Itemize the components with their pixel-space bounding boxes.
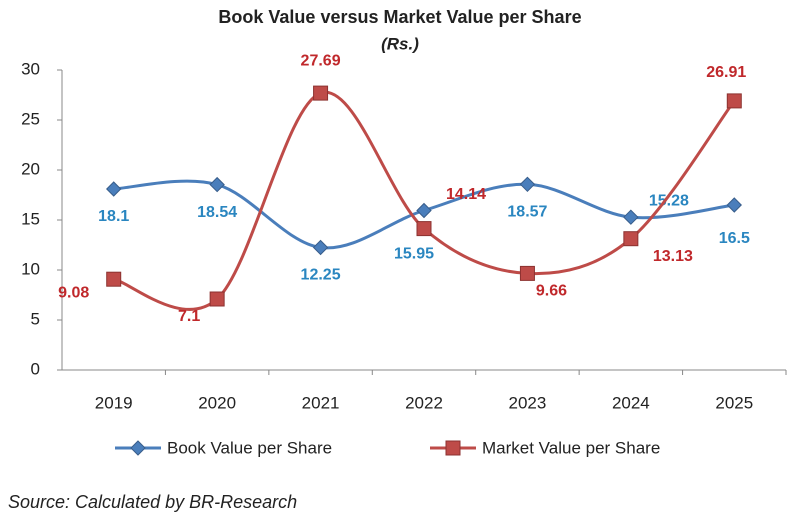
data-label: 14.14 bbox=[446, 186, 486, 203]
marker bbox=[313, 85, 329, 101]
data-label: 15.95 bbox=[394, 246, 434, 263]
x-tick-label: 2025 bbox=[715, 393, 753, 412]
chart-title: Book Value versus Market Value per Share bbox=[218, 7, 581, 27]
chart-subtitle: (Rs.) bbox=[381, 34, 419, 53]
y-tick-label: 0 bbox=[31, 359, 40, 378]
y-tick-label: 15 bbox=[21, 209, 40, 228]
data-label: 18.54 bbox=[197, 204, 237, 221]
marker bbox=[726, 93, 742, 109]
marker bbox=[519, 265, 535, 281]
x-tick-label: 2023 bbox=[509, 393, 547, 412]
marker bbox=[726, 197, 742, 213]
series-line bbox=[113, 90, 736, 311]
marker bbox=[445, 440, 461, 456]
marker bbox=[623, 231, 639, 247]
source-note: Source: Calculated by BR-Research bbox=[8, 492, 297, 512]
data-label: 9.66 bbox=[536, 283, 567, 300]
data-label: 15.28 bbox=[649, 192, 689, 209]
x-tick-label: 2022 bbox=[405, 393, 443, 412]
data-label: 18.57 bbox=[507, 204, 547, 221]
data-label: 18.1 bbox=[98, 208, 129, 225]
legend-label: Book Value per Share bbox=[167, 438, 332, 457]
marker bbox=[209, 291, 225, 307]
y-tick-label: 25 bbox=[21, 109, 40, 128]
data-label: 16.5 bbox=[719, 230, 750, 247]
marker bbox=[106, 271, 122, 287]
y-tick-label: 5 bbox=[31, 309, 40, 328]
data-label: 26.91 bbox=[706, 64, 746, 81]
x-tick-label: 2021 bbox=[302, 393, 340, 412]
legend-label: Market Value per Share bbox=[482, 438, 660, 457]
marker bbox=[209, 176, 225, 193]
y-tick-label: 10 bbox=[21, 259, 40, 278]
marker bbox=[416, 202, 432, 219]
x-tick-label: 2020 bbox=[198, 393, 236, 412]
marker bbox=[106, 181, 122, 197]
marker bbox=[312, 239, 329, 256]
y-tick-label: 30 bbox=[21, 59, 40, 78]
data-label: 27.69 bbox=[301, 52, 341, 69]
marker bbox=[416, 221, 432, 237]
marker bbox=[519, 176, 536, 193]
x-tick-label: 2024 bbox=[612, 393, 650, 412]
data-label: 7.1 bbox=[178, 308, 200, 325]
data-label: 12.25 bbox=[301, 267, 341, 284]
data-label: 13.13 bbox=[653, 248, 693, 265]
data-label: 9.08 bbox=[58, 284, 89, 301]
y-tick-label: 20 bbox=[21, 159, 40, 178]
marker bbox=[130, 440, 146, 456]
x-tick-label: 2019 bbox=[95, 393, 133, 412]
marker bbox=[623, 209, 639, 225]
